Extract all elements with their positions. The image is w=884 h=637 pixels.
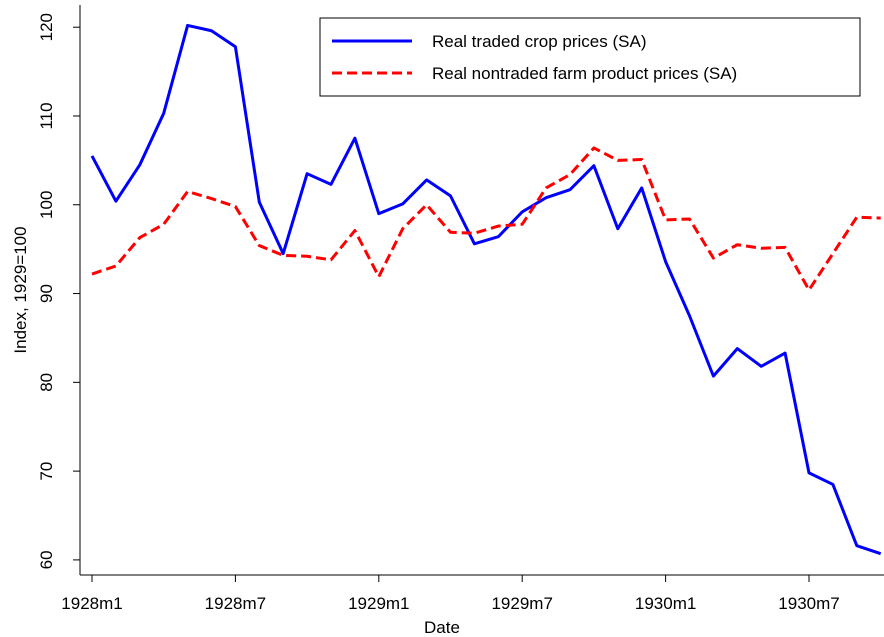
y-axis-label: Index, 1929=100 [11, 226, 30, 353]
x-tick-label: 1930m7 [778, 594, 839, 613]
y-tick-label: 70 [37, 462, 56, 481]
y-tick-label: 100 [37, 191, 56, 219]
legend-label: Real traded crop prices (SA) [432, 32, 646, 51]
x-tick-label: 1928m7 [205, 594, 266, 613]
y-tick-label: 110 [37, 102, 56, 129]
x-tick-label: 1928m1 [61, 594, 122, 613]
legend: Real traded crop prices (SA) Real nontrad… [319, 17, 861, 97]
x-tick-label: 1930m1 [635, 594, 696, 613]
y-tick-label: 60 [37, 550, 56, 569]
legend-box [319, 17, 861, 97]
x-tick-label: 1929m1 [348, 594, 409, 613]
series-line [90, 23, 882, 556]
legend-label: Real nontraded farm product prices (SA) [432, 64, 737, 83]
x-axis-label: Date [424, 618, 460, 637]
series-line [91, 146, 881, 292]
y-tick-label: 80 [37, 373, 56, 392]
y-tick-label: 120 [37, 13, 56, 41]
x-tick-label: 1929m7 [491, 594, 552, 613]
y-tick-label: 90 [37, 284, 56, 303]
